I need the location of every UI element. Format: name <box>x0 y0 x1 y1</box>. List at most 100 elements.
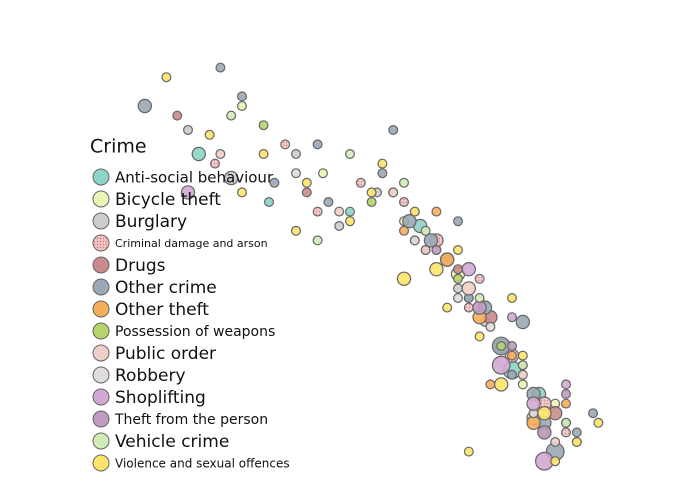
point <box>172 110 183 121</box>
point <box>560 389 571 400</box>
legend-marker <box>92 234 110 252</box>
point <box>377 168 388 179</box>
point <box>463 302 474 313</box>
point <box>210 158 221 169</box>
point <box>191 146 206 162</box>
point <box>402 213 417 229</box>
legend-label: Criminal damage and arson <box>115 237 268 250</box>
legend-marker <box>92 322 110 340</box>
point <box>399 177 410 188</box>
legend-label: Bicycle theft <box>115 190 221 210</box>
legend: Crime Anti-social behaviour Bicycle theft… <box>90 136 290 472</box>
point <box>312 235 323 246</box>
legend-label: Drugs <box>115 256 166 276</box>
legend-marker <box>92 410 110 428</box>
legend-marker <box>92 388 110 406</box>
point <box>491 355 511 375</box>
point <box>237 187 248 198</box>
point <box>587 408 598 419</box>
point <box>453 245 464 256</box>
point <box>474 293 485 304</box>
point <box>388 187 399 198</box>
point <box>161 72 172 83</box>
point <box>409 206 420 217</box>
point <box>366 197 377 208</box>
point <box>571 437 582 448</box>
point <box>183 124 194 135</box>
point <box>537 425 552 440</box>
point <box>269 177 280 188</box>
point <box>301 177 312 188</box>
point <box>442 302 453 313</box>
point <box>537 406 552 421</box>
point <box>301 187 312 198</box>
point <box>423 233 439 248</box>
point <box>485 379 496 390</box>
point <box>345 216 356 227</box>
point <box>560 417 571 428</box>
point <box>517 379 528 390</box>
point <box>388 124 399 135</box>
legend-marker <box>92 366 110 384</box>
point <box>507 293 518 304</box>
point <box>474 331 485 342</box>
legend-label: Other crime <box>115 278 217 298</box>
point <box>560 379 571 390</box>
point <box>517 369 528 380</box>
point <box>461 262 476 277</box>
point <box>440 252 455 267</box>
point <box>258 149 269 160</box>
legend-label: Theft from the person <box>114 412 268 428</box>
point <box>204 129 215 140</box>
point <box>593 417 604 428</box>
point <box>345 149 356 160</box>
point <box>560 398 571 409</box>
point <box>291 225 302 236</box>
point <box>463 446 474 457</box>
point <box>550 437 561 448</box>
point <box>485 321 496 332</box>
point <box>453 293 464 304</box>
point <box>280 139 291 150</box>
point <box>345 206 356 217</box>
point <box>180 185 196 200</box>
legend-marker <box>92 190 110 208</box>
point <box>453 264 464 275</box>
point <box>377 158 388 169</box>
point <box>515 314 531 330</box>
point <box>507 341 518 352</box>
point <box>431 245 442 256</box>
point <box>453 216 464 227</box>
point <box>550 456 561 467</box>
point <box>461 281 476 296</box>
point <box>355 177 366 188</box>
point <box>517 360 528 371</box>
legend-marker <box>92 300 110 318</box>
point <box>517 350 528 361</box>
point <box>334 221 345 232</box>
legend-marker <box>92 454 110 472</box>
point <box>507 312 518 323</box>
legend-label: Burglary <box>115 212 187 232</box>
point <box>323 197 334 208</box>
legend-label: Possession of weapons <box>115 324 275 340</box>
point <box>526 396 541 411</box>
point <box>560 427 571 438</box>
legend-label: Anti-social behaviour <box>115 169 274 187</box>
legend-marker <box>92 168 110 186</box>
legend-marker <box>92 278 110 296</box>
legend-label: Robbery <box>115 366 186 386</box>
point <box>396 271 412 286</box>
point <box>226 110 237 121</box>
point <box>237 91 248 102</box>
legend-title: Crime <box>90 136 147 158</box>
point <box>237 100 248 111</box>
point <box>399 197 410 208</box>
legend-label: Public order <box>115 344 216 364</box>
point <box>291 168 302 179</box>
point <box>334 206 345 217</box>
point <box>507 369 518 380</box>
point <box>420 245 431 256</box>
legend-marker <box>92 432 110 450</box>
